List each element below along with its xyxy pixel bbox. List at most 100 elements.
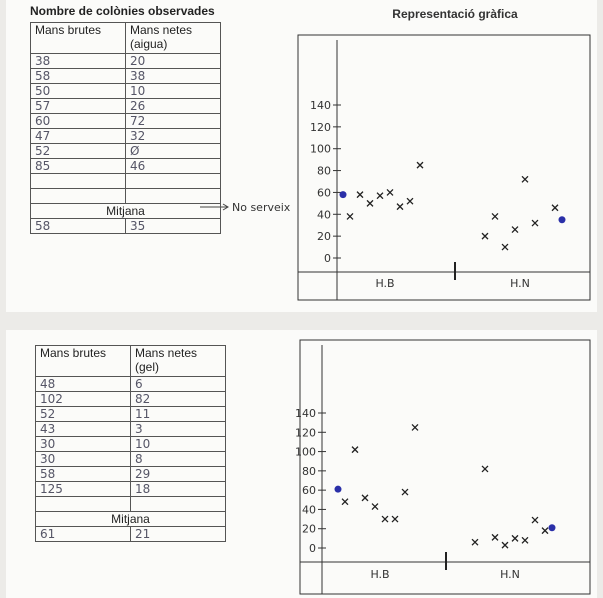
mean-cell: 21 xyxy=(130,526,226,542)
group-label: H.B xyxy=(375,277,394,290)
cell: 38 xyxy=(125,68,221,84)
table-row: 58 38 xyxy=(30,68,221,84)
cross-mark xyxy=(361,494,369,502)
cell: 85 xyxy=(30,158,126,174)
cell: 125 xyxy=(35,481,131,497)
mean-label: Mitjana xyxy=(30,203,221,219)
empty-row xyxy=(30,188,221,204)
cross-mark xyxy=(511,534,519,542)
note: No serveix xyxy=(232,201,291,214)
cell xyxy=(30,173,126,189)
cell: 6 xyxy=(130,376,226,392)
mean-dot xyxy=(339,191,347,199)
cell: 29 xyxy=(130,466,226,482)
cell: 3 xyxy=(130,421,226,437)
cell: 32 xyxy=(125,128,221,144)
cross-mark xyxy=(501,243,509,251)
table-row: 38 20 xyxy=(30,53,221,69)
mean-cell: 58 xyxy=(30,218,126,234)
y-tick-label: 120 xyxy=(310,121,331,134)
mean-label: Mitjana xyxy=(35,511,226,527)
cell: 8 xyxy=(130,451,226,467)
cell: 58 xyxy=(30,68,126,84)
table-row: 125 18 xyxy=(35,481,226,497)
cross-mark xyxy=(401,488,409,496)
header-row: Mans brutes Mans netes (aigua) xyxy=(30,22,221,54)
cross-mark xyxy=(381,515,389,523)
cross-mark xyxy=(386,188,394,196)
cross-mark xyxy=(531,516,539,524)
y-tick-label: 40 xyxy=(317,208,331,221)
cross-mark xyxy=(551,204,559,212)
cell: 30 xyxy=(35,451,131,467)
cross-mark xyxy=(411,424,419,431)
table-row: 52 11 xyxy=(35,406,226,422)
y-tick-label: 140 xyxy=(310,99,331,112)
y-tick-label: 20 xyxy=(317,230,331,243)
y-tick-label: 80 xyxy=(317,165,331,178)
cross-mark xyxy=(341,498,349,506)
table-row: 48 6 xyxy=(35,376,226,392)
empty-row xyxy=(30,173,221,189)
cell: 46 xyxy=(125,158,221,174)
cross-mark xyxy=(491,533,499,541)
y-tick-label: 0 xyxy=(309,542,316,555)
column-header: Mans netes (aigua) xyxy=(125,22,221,54)
column-header: Mans netes (gel) xyxy=(130,345,226,377)
mean-cell: 61 xyxy=(35,526,131,542)
cross-mark xyxy=(511,226,519,234)
arrow-head xyxy=(222,203,229,211)
group-label: H.N xyxy=(510,277,530,290)
mean-label-row: Mitjana xyxy=(35,511,226,527)
cross-mark xyxy=(416,161,424,169)
cross-mark xyxy=(481,465,489,473)
cell xyxy=(125,188,221,204)
cell: 18 xyxy=(130,481,226,497)
cell: 60 xyxy=(30,113,126,129)
mean-row: 61 21 xyxy=(35,526,226,542)
table-row: 30 10 xyxy=(35,436,226,452)
cross-mark xyxy=(521,175,529,183)
mean-dot xyxy=(548,524,556,532)
cell: 26 xyxy=(125,98,221,114)
cell: 52 xyxy=(30,143,126,159)
table-row: 85 46 xyxy=(30,158,221,174)
mean-label-row: Mitjana xyxy=(30,203,221,219)
table-row: 102 82 xyxy=(35,391,226,407)
section-title: Nombre de colònies observades xyxy=(30,4,215,18)
table-row: 57 26 xyxy=(30,98,221,114)
cell: 82 xyxy=(130,391,226,407)
cell: 10 xyxy=(125,83,221,99)
cross-mark xyxy=(501,541,509,549)
y-tick-label: 100 xyxy=(310,143,331,156)
cross-mark xyxy=(521,536,529,544)
cell xyxy=(130,496,226,512)
cross-mark xyxy=(371,503,379,510)
cell: 57 xyxy=(30,98,126,114)
cell: 58 xyxy=(35,466,131,482)
cell: 11 xyxy=(130,406,226,422)
mean-dot xyxy=(334,485,342,493)
cell: 38 xyxy=(30,53,126,69)
column-header: Mans brutes xyxy=(30,22,126,54)
cell xyxy=(35,496,131,512)
cell xyxy=(30,188,126,204)
y-tick-label: 100 xyxy=(295,446,316,459)
y-tick-label: 60 xyxy=(317,186,331,199)
cell: 50 xyxy=(30,83,126,99)
table-row: 60 72 xyxy=(30,113,221,129)
cross-mark xyxy=(351,446,359,454)
cross-mark xyxy=(391,515,399,523)
cross-mark xyxy=(356,191,364,199)
empty-row xyxy=(35,496,226,512)
cross-mark xyxy=(376,192,384,200)
cross-mark xyxy=(346,213,354,220)
cell: Ø xyxy=(125,143,221,159)
table-row: 50 10 xyxy=(30,83,221,99)
cell: 30 xyxy=(35,436,131,452)
cross-mark xyxy=(481,232,489,240)
graph-frame xyxy=(299,339,591,595)
data-table: Mans brutes Mans netes (aigua) 38 20 58 38 50 1… xyxy=(30,22,221,234)
